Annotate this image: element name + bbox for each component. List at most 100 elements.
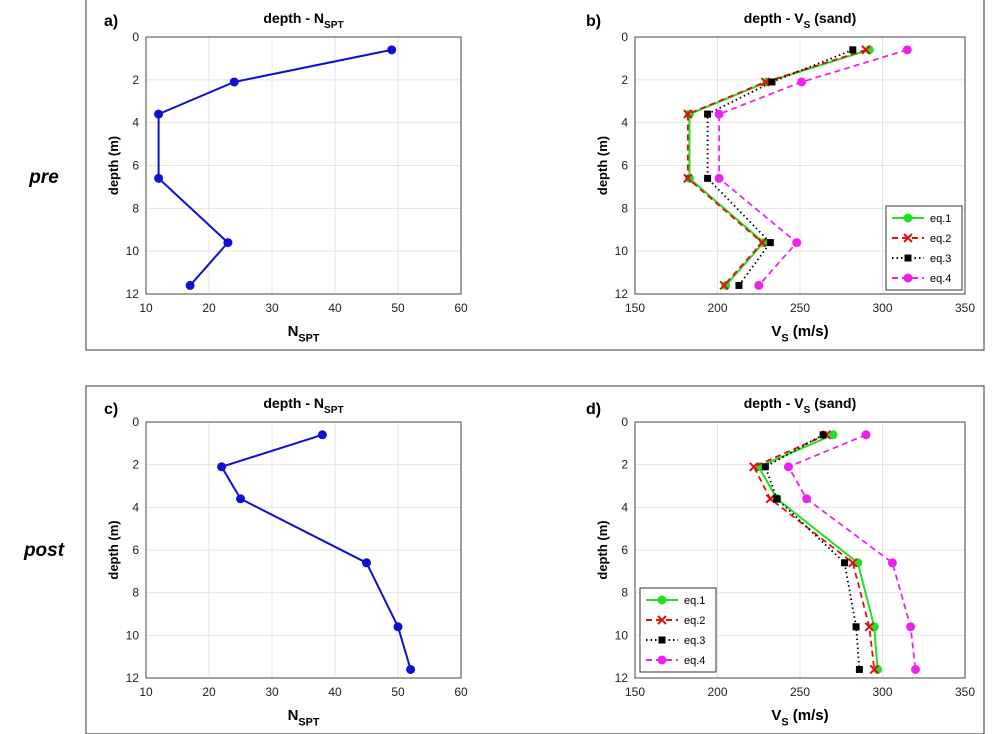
legend-label-eq.3: eq.3 (930, 253, 951, 265)
y-tick-label: 6 (132, 543, 139, 557)
chart-panel-d: 150 200 250 300 350 0 2 4 6 8 10 12 depth - VS (sand… (595, 395, 975, 728)
data-point-eq.3 (761, 463, 769, 471)
data-point-eq.2 (757, 237, 767, 248)
chart-title: depth - VS (sand) (744, 10, 857, 31)
y-tick-label: 0 (132, 415, 139, 429)
legend-marker-eq.4 (657, 655, 667, 665)
legend-label-eq.1: eq.1 (930, 213, 951, 225)
data-point-eq.4 (783, 462, 793, 472)
data-point-eq.3 (852, 623, 860, 631)
data-point-eq.4 (902, 45, 912, 55)
data-point-eq.4 (802, 494, 812, 504)
data-point-eq.3 (768, 78, 776, 86)
series-line-eq.3 (764, 434, 861, 670)
legend-label-eq.2: eq.2 (684, 615, 705, 627)
data-point-eq.1 (721, 280, 731, 290)
y-tick-label: 2 (132, 73, 139, 87)
x-axis-label: NSPT (288, 323, 320, 344)
data-point-eq.2 (683, 109, 693, 119)
series-line-eq.1 (757, 433, 879, 670)
y-tick-label: 4 (132, 116, 139, 130)
x-tick-label: 350 (955, 301, 975, 315)
data-point-nspt (217, 462, 227, 472)
data-point-eq.1 (828, 430, 838, 440)
series-line-eq.4 (718, 48, 908, 287)
panel-label-b: b) (586, 13, 601, 30)
row-label-pre: pre (28, 167, 59, 188)
x-tick-label: 50 (391, 685, 405, 699)
axes-box (145, 421, 462, 679)
series-line-eq.3 (706, 49, 854, 286)
data-point-eq.3 (849, 46, 857, 54)
data-point-eq.3 (819, 431, 827, 439)
series-line-nspt (157, 48, 392, 287)
series-line-eq.2 (752, 433, 876, 670)
legend-marker-eq.1 (903, 213, 913, 223)
data-point-eq.1 (759, 238, 769, 248)
y-tick-label: 10 (126, 628, 140, 642)
y-tick-label: 12 (126, 287, 140, 301)
legend-label-eq.4: eq.4 (684, 655, 705, 667)
legend-label-eq.4: eq.4 (930, 273, 951, 285)
row-frame-post (85, 385, 985, 734)
data-point-eq.3 (855, 665, 863, 673)
data-point-eq.3 (735, 281, 743, 289)
y-tick-label: 12 (615, 671, 629, 685)
y-tick-label: 4 (132, 500, 139, 514)
y-axis-label: depth (m) (595, 136, 610, 195)
legend-box (885, 205, 963, 291)
legend-marker-eq.3 (904, 254, 912, 262)
x-tick-label: 40 (328, 685, 342, 699)
y-tick-label: 8 (621, 201, 628, 215)
row-frame-pre (85, 0, 985, 351)
legend-marker-eq.1 (657, 595, 667, 605)
x-tick-label: 20 (202, 301, 216, 315)
legend-box (639, 587, 717, 673)
legend-marker-eq.3 (658, 636, 666, 644)
data-point-eq.4 (792, 238, 802, 248)
data-point-nspt (406, 664, 416, 674)
legend: eq.1 eq.2 eq.3 eq.4 (885, 205, 963, 291)
y-axis-label: depth (m) (595, 520, 610, 579)
legend-label-eq.3: eq.3 (684, 635, 705, 647)
chart-title: depth - VS (sand) (744, 395, 857, 416)
data-point-nspt (387, 45, 397, 55)
x-tick-label: 30 (265, 301, 279, 315)
y-tick-label: 8 (132, 201, 139, 215)
x-tick-label: 40 (328, 301, 342, 315)
x-tick-label: 60 (454, 301, 468, 315)
series-line-eq.2 (686, 48, 867, 287)
x-tick-label: 30 (265, 685, 279, 699)
x-tick-label: 350 (955, 685, 975, 699)
data-point-eq.3 (773, 495, 781, 503)
x-tick-label: 20 (202, 685, 216, 699)
data-point-nspt (229, 77, 239, 87)
data-point-eq.2 (864, 622, 875, 632)
y-tick-label: 0 (132, 30, 139, 44)
legend: eq.1 eq.2 eq.3 eq.4 (639, 587, 717, 673)
data-point-eq.4 (797, 77, 807, 87)
panel-label-d: d) (586, 401, 601, 418)
data-point-eq.2 (861, 45, 871, 55)
y-axis-label: depth (m) (106, 136, 121, 195)
data-point-nspt (154, 173, 164, 183)
axes-box (634, 421, 966, 679)
data-point-eq.1 (684, 173, 694, 183)
y-tick-label: 2 (621, 73, 628, 87)
x-tick-label: 200 (707, 301, 727, 315)
y-tick-label: 2 (621, 458, 628, 472)
legend-marker-eq.2 (903, 233, 913, 243)
data-point-eq.3 (704, 174, 712, 182)
x-tick-label: 150 (625, 301, 645, 315)
x-tick-label: 60 (454, 685, 468, 699)
x-axis-label: VS (m/s) (771, 707, 828, 728)
data-point-eq.2 (683, 173, 693, 184)
data-point-eq.2 (719, 280, 729, 291)
data-point-nspt (223, 238, 233, 248)
data-point-eq.1 (684, 109, 694, 119)
x-tick-label: 250 (790, 685, 810, 699)
series-line-eq.1 (688, 48, 870, 287)
y-tick-label: 10 (615, 628, 629, 642)
